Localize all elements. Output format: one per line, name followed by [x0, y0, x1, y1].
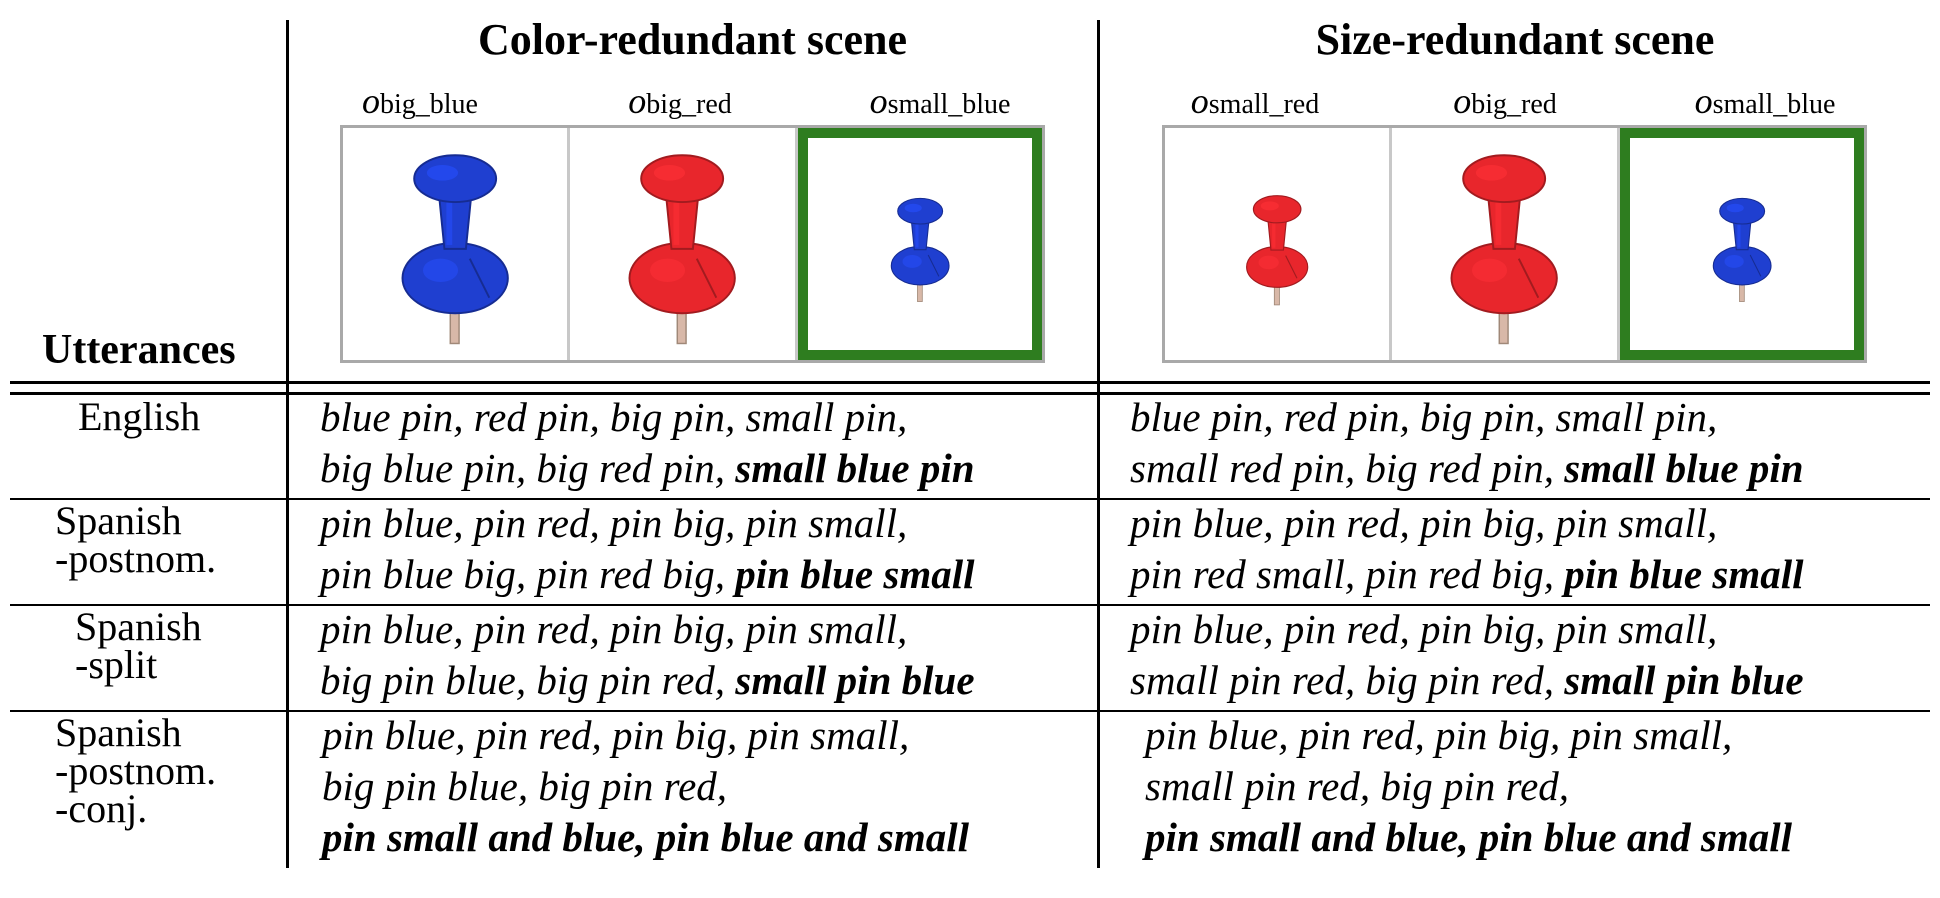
utterance-line: pin small and blue, pin blue and small — [322, 814, 970, 860]
utterance-line: pin red small, pin red big, pin blue sma… — [1130, 551, 1804, 597]
utterance-line: pin blue, pin red, pin big, pin small, — [320, 606, 908, 652]
utterance-line: small pin red, big pin red, — [1145, 763, 1570, 809]
pin-big-red-cell — [1392, 128, 1620, 360]
size-scene-title: Size-redundant scene — [1315, 15, 1715, 64]
utterance-line: pin blue, pin red, pin big, pin small, — [1130, 606, 1718, 652]
utterance-line: big pin blue, big pin red, — [322, 763, 728, 809]
utterance-cell: pin blue, pin red, pin big, pin small, b… — [322, 710, 969, 863]
utterance-line: big pin blue, big pin red, small pin blu… — [320, 657, 975, 703]
row-divider-2 — [10, 604, 1930, 606]
pushpin-icon — [1450, 154, 1559, 345]
pin-small-blue-target-cell — [1619, 128, 1864, 360]
pushpin-icon — [1246, 195, 1309, 306]
utterance-line: pin blue, pin red, pin big, pin small, — [320, 500, 908, 546]
utterance-line: small pin red, big pin red, small pin bl… — [1130, 657, 1804, 703]
utterance-line: pin blue, pin red, pin big, pin small, — [1145, 712, 1733, 758]
utterance-line: pin blue, pin red, pin big, pin small, — [322, 712, 910, 758]
size-redundant-scene-strip — [1162, 125, 1867, 363]
color-scene-title: Color-redundant scene — [478, 15, 907, 64]
utterance-line: blue pin, red pin, big pin, small pin, — [320, 394, 908, 440]
utterance-line: pin blue, pin red, pin big, pin small, — [1130, 500, 1718, 546]
row-divider-3 — [10, 710, 1930, 712]
pin-big-blue-cell — [343, 128, 571, 360]
language-label: Spanish -postnom. — [55, 498, 217, 581]
utterance-cell: pin blue, pin red, pin big, pin small, p… — [320, 498, 975, 600]
object-label: osmall_blue — [869, 81, 1011, 121]
pin-big-red-cell — [570, 128, 798, 360]
language-label: English — [78, 394, 201, 439]
pushpin-icon — [401, 154, 509, 345]
vertical-rule-middle — [1097, 20, 1100, 868]
utterances-heading: Utterances — [42, 327, 236, 373]
utterance-line: big blue pin, big red pin, small blue pi… — [320, 445, 975, 491]
pushpin-icon — [890, 197, 950, 302]
utterance-cell: blue pin, red pin, big pin, small pin, s… — [1130, 392, 1804, 494]
pin-small-red-cell — [1165, 128, 1393, 360]
row-divider-1 — [10, 498, 1930, 500]
utterance-line: small red pin, big red pin, small blue p… — [1130, 445, 1804, 491]
utterance-cell: pin blue, pin red, pin big, pin small, s… — [1130, 604, 1804, 706]
object-label: osmall_blue — [1694, 81, 1836, 121]
color-redundant-scene-strip — [340, 125, 1045, 363]
language-label: Spanish -split — [75, 604, 202, 687]
vertical-rule-left — [286, 20, 289, 868]
object-label: obig_red — [628, 81, 732, 121]
pushpin-icon — [628, 154, 737, 345]
language-label: Spanish -postnom. -conj. — [55, 710, 217, 831]
utterance-cell: blue pin, red pin, big pin, small pin, b… — [320, 392, 975, 494]
pushpin-icon — [1712, 197, 1772, 302]
utterance-line: pin blue big, pin red big, pin blue smal… — [320, 551, 975, 597]
object-label: obig_red — [1453, 81, 1557, 121]
utterance-line: pin small and blue, pin blue and small — [1145, 814, 1793, 860]
utterance-cell: pin blue, pin red, pin big, pin small, p… — [1130, 498, 1804, 600]
utterance-cell: pin blue, pin red, pin big, pin small, s… — [1145, 710, 1792, 863]
object-label: osmall_red — [1190, 81, 1320, 121]
utterance-cell: pin blue, pin red, pin big, pin small, b… — [320, 604, 975, 706]
header-double-rule-top — [10, 381, 1930, 384]
utterance-line: blue pin, red pin, big pin, small pin, — [1130, 394, 1718, 440]
pin-small-blue-target-cell — [797, 128, 1042, 360]
object-label: obig_blue — [362, 81, 478, 121]
header-double-rule-bottom — [10, 392, 1930, 395]
